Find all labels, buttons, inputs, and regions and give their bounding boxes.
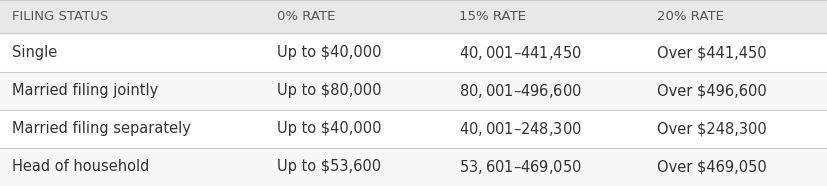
Bar [0,33,827,72]
Text: $80,001 – $496,600: $80,001 – $496,600 [459,82,582,100]
Text: $53,601 – $469,050: $53,601 – $469,050 [459,158,582,176]
Text: Over $496,600: Over $496,600 [657,83,767,98]
Text: Up to $53,600: Up to $53,600 [277,159,381,174]
Text: Up to $40,000: Up to $40,000 [277,45,381,60]
Text: Married filing jointly: Married filing jointly [12,83,159,98]
Text: 15% RATE: 15% RATE [459,10,526,23]
Text: Over $441,450: Over $441,450 [657,45,767,60]
Text: Up to $40,000: Up to $40,000 [277,121,381,136]
Text: Over $469,050: Over $469,050 [657,159,767,174]
Text: Married filing separately: Married filing separately [12,121,191,136]
Text: 0% RATE: 0% RATE [277,10,336,23]
Text: $40,001 – $248,300: $40,001 – $248,300 [459,120,582,138]
Text: 20% RATE: 20% RATE [657,10,724,23]
Bar [0,110,827,148]
Text: FILING STATUS: FILING STATUS [12,10,108,23]
Bar [0,0,827,33]
Bar [0,148,827,186]
Bar [0,72,827,110]
Text: Over $248,300: Over $248,300 [657,121,767,136]
Text: Single: Single [12,45,58,60]
Text: Up to $80,000: Up to $80,000 [277,83,381,98]
Text: Head of household: Head of household [12,159,150,174]
Text: $40,001 – $441,450: $40,001 – $441,450 [459,44,582,62]
